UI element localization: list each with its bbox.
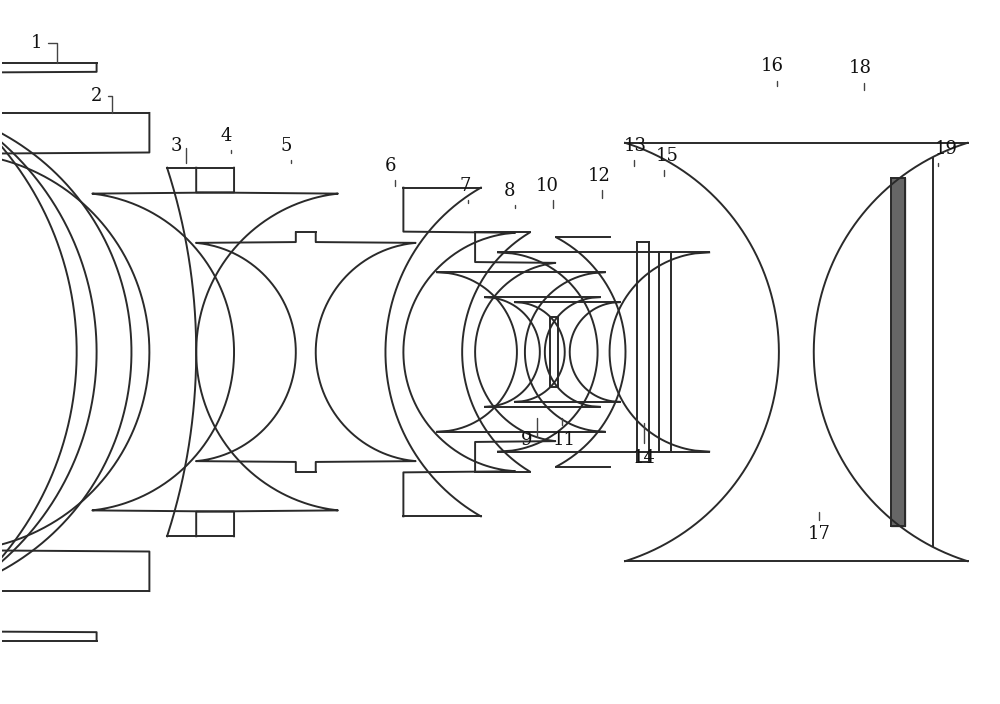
Text: 9: 9 xyxy=(521,417,537,448)
Text: 15: 15 xyxy=(656,146,679,176)
Text: 2: 2 xyxy=(91,87,112,113)
Text: 12: 12 xyxy=(588,167,611,198)
Text: 14: 14 xyxy=(633,422,656,467)
Text: 7: 7 xyxy=(459,177,471,203)
Text: 3: 3 xyxy=(171,137,186,163)
Text: 10: 10 xyxy=(535,177,558,208)
Text: 17: 17 xyxy=(807,512,830,543)
Text: 19: 19 xyxy=(935,140,958,166)
Text: 5: 5 xyxy=(280,137,292,163)
Text: 1: 1 xyxy=(31,34,57,63)
Text: 4: 4 xyxy=(220,127,232,153)
Text: 11: 11 xyxy=(553,417,576,448)
Text: 8: 8 xyxy=(504,182,516,208)
Text: 13: 13 xyxy=(624,137,647,166)
Text: 16: 16 xyxy=(760,57,783,87)
Text: 18: 18 xyxy=(849,59,872,90)
Text: 6: 6 xyxy=(385,157,396,186)
